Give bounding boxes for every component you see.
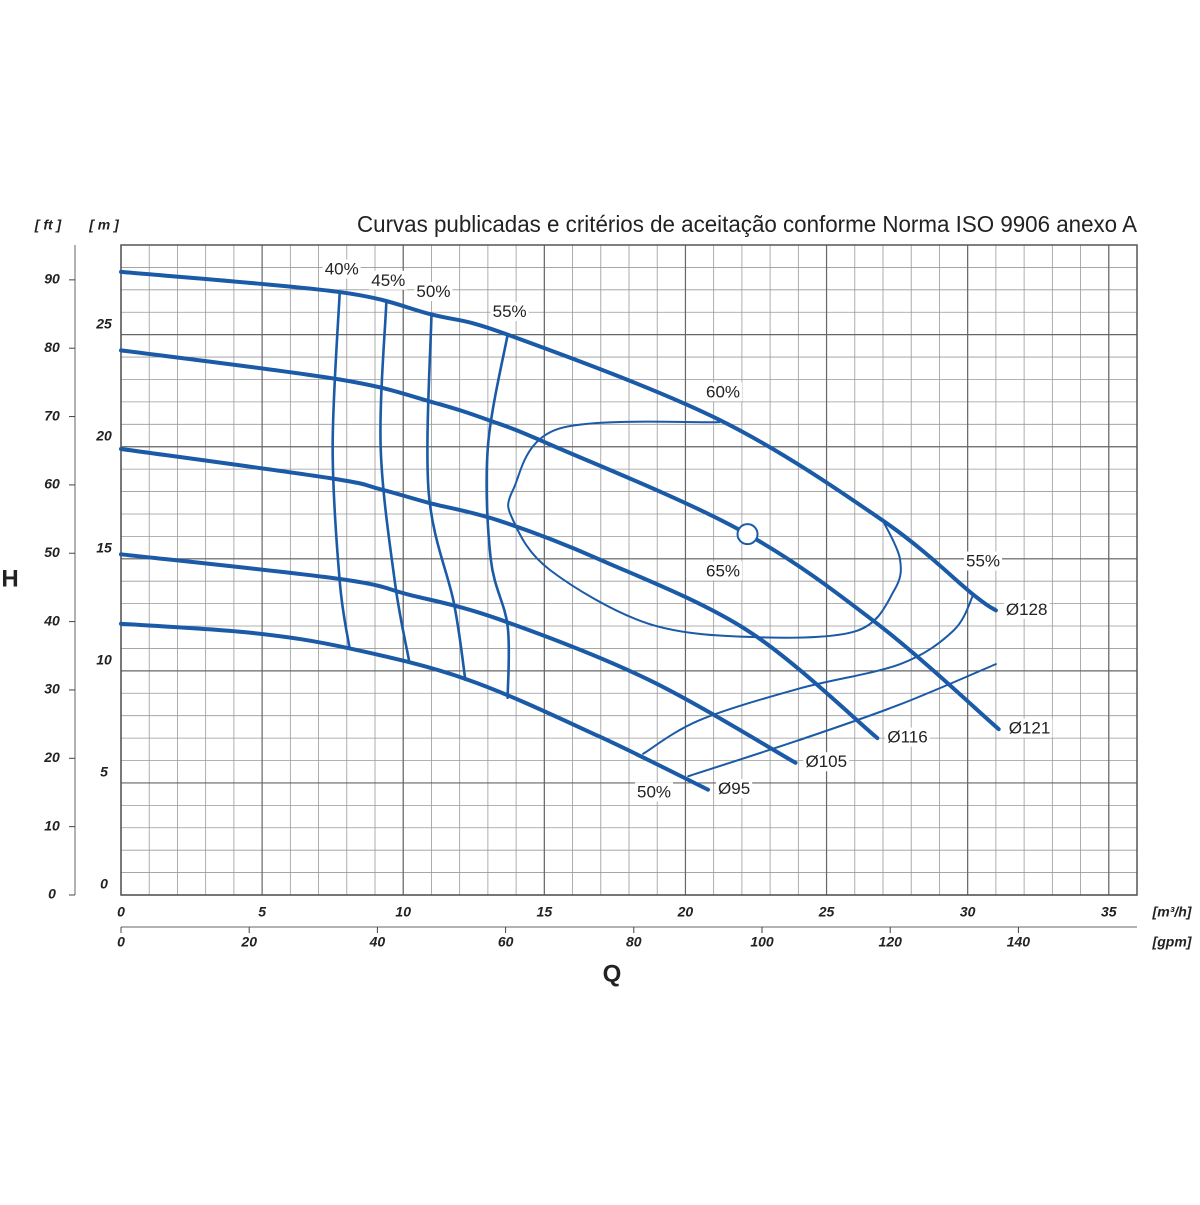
label-bg [1003,599,1050,619]
series-label: Ø95 [718,779,750,798]
series-label: 50% [416,282,450,301]
y2-tick-label: 80 [44,339,60,355]
y2-tick-label: 20 [43,749,60,765]
series-line [119,621,711,792]
y-tick-label: 10 [96,652,112,668]
series-line [379,301,411,661]
series-label: 65% [706,561,740,580]
label-bg [703,561,743,581]
x-tick-label: 25 [818,904,835,920]
series-label: 55% [493,302,527,321]
series-label: 45% [371,271,405,290]
series-label: 60% [706,382,740,401]
x2-tick-label: 100 [750,934,774,950]
x-label: Q [603,960,622,987]
x-tick-label: 35 [1101,904,1117,920]
x2-tick-label: 0 [117,934,125,950]
label-bg [322,259,361,279]
x2-tick-label: 60 [498,934,514,950]
series-line [119,446,880,741]
label-bg [703,382,743,402]
series-label: 50% [637,782,671,801]
y-tick-label: 0 [100,876,108,892]
x-unit: [m³/h] [1152,904,1193,920]
x-tick-label: 30 [960,904,976,920]
y-tick-label: 15 [96,539,112,555]
x-tick-label: 20 [677,904,694,920]
series-line [119,348,1001,732]
series-label: Ø105 [806,752,848,771]
x2-tick-label: 40 [369,934,386,950]
best-efficiency-point [736,523,759,546]
y2-tick-label: 50 [44,544,60,560]
y2-tick-label: 30 [44,681,60,697]
plot-frame [120,244,1138,896]
chart-title: Curvas publicadas e critérios de aceitaç… [357,211,1138,237]
y-tick-label: 5 [100,764,108,780]
label-bg [634,782,674,802]
x-tick-label: 10 [395,904,411,920]
y-unit: [ m ] [88,217,120,233]
y-tick-label: 25 [95,315,112,331]
x2-tick-label: 120 [879,934,903,950]
label-bg [963,551,1003,571]
series-line [426,313,467,682]
label-bg [885,727,930,747]
x-tick-label: 15 [537,904,553,920]
label-bg [1006,718,1053,738]
series-label: 55% [966,551,1000,570]
x2-tick-label: 20 [240,934,257,950]
label-bg [414,281,453,301]
label-bg [716,779,753,799]
label-bg [369,270,408,290]
series-line [485,333,511,700]
y2-tick-label: 10 [44,817,60,833]
label-bg [490,302,529,322]
series-line [507,420,902,639]
x2-tick-label: 140 [1007,934,1031,950]
y2-tick-label: 60 [44,476,60,492]
x2-unit: [gpm] [1152,934,1193,950]
label-bg [803,752,850,772]
series-label: Ø121 [1009,719,1051,738]
series-label: Ø116 [887,728,927,747]
series-line [331,290,351,650]
series-line [642,593,975,755]
series-label: 40% [325,260,359,279]
y-label: H [1,565,18,592]
x-tick-label: 0 [117,904,125,920]
y2-tick-label: 40 [43,612,60,628]
x2-tick-label: 80 [626,934,642,950]
y2-unit: [ ft ] [34,217,63,233]
x-tick-label: 5 [258,904,266,920]
y2-tick-label: 70 [44,407,60,423]
y-tick-label: 20 [95,427,112,443]
y2-tick-label: 90 [44,271,60,287]
series-label: Ø128 [1006,600,1048,619]
series-line [687,663,997,778]
y2-tick-label: 0 [48,886,56,902]
